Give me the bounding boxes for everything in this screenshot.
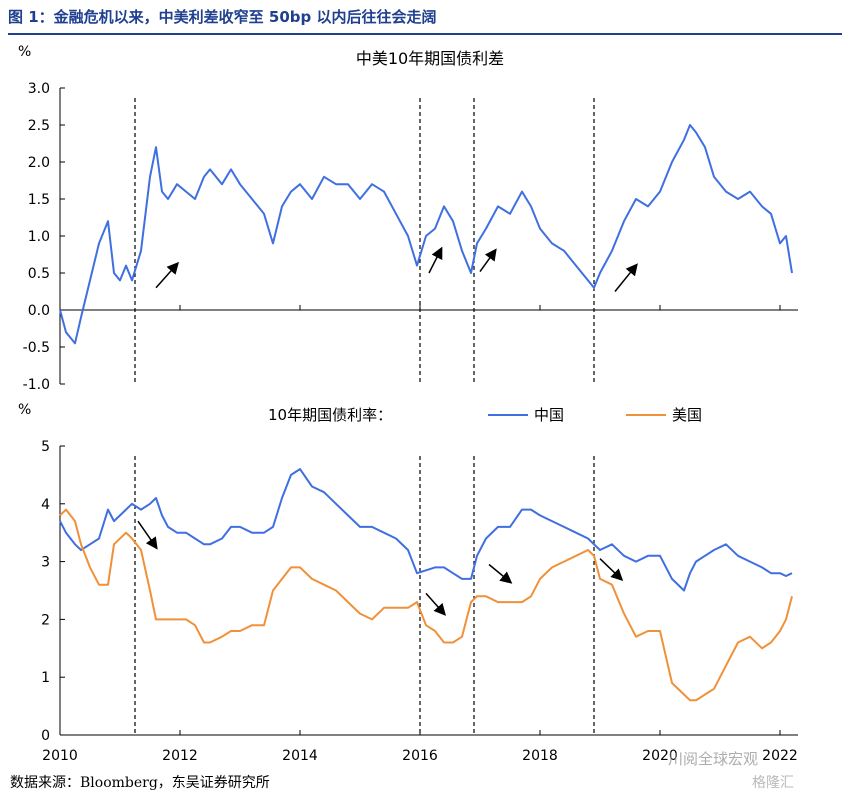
x-tick-label: 2018 [522, 748, 558, 764]
chart-title: 10年期国债利率： [268, 406, 392, 424]
y-tick-label: 0.5 [28, 266, 50, 282]
y-tick-label: 2.5 [28, 118, 50, 134]
y-tick-label: 5 [41, 439, 50, 455]
y-tick-label: 0 [41, 728, 50, 744]
trend-arrow [479, 248, 497, 272]
x-tick-label: 2014 [282, 748, 318, 764]
x-tick-label: 2020 [642, 748, 678, 764]
series-line-spread [59, 124, 793, 345]
trend-arrow [425, 592, 446, 616]
series-line-usa [59, 508, 793, 702]
trend-arrow [599, 558, 624, 582]
y-unit-label: % [18, 402, 31, 418]
trend-arrow [428, 246, 443, 274]
x-tick-label: 2012 [162, 748, 198, 764]
y-tick-label: -0.5 [23, 340, 50, 356]
y-tick-label: 1 [41, 670, 50, 686]
y-tick-label: 3.0 [28, 81, 50, 97]
y-tick-label: 4 [41, 497, 50, 513]
legend-label-china: 中国 [534, 406, 564, 424]
source-note: 数据来源：Bloomberg，东吴证券研究所 [10, 775, 270, 791]
y-tick-label: -1.0 [23, 377, 50, 393]
trend-arrow [614, 263, 638, 292]
trend-arrow [488, 563, 513, 584]
y-tick-label: 1.5 [28, 192, 50, 208]
watermark-text: 川阅全球宏观 [668, 750, 759, 768]
y-unit-label: % [18, 44, 31, 60]
legend-label-usa: 美国 [672, 406, 702, 424]
y-tick-label: 1.0 [28, 229, 50, 245]
figure-title: 图 1：金融危机以来，中美利差收窄至 50bp 以内后往往会走阔 [8, 8, 437, 26]
x-tick-label: 2022 [762, 748, 798, 764]
x-tick-label: 2016 [402, 748, 438, 764]
trend-arrow [137, 520, 158, 550]
chart-title: 中美10年期国债利差 [356, 49, 504, 68]
watermark-text-2: 格隆汇 [752, 775, 794, 791]
series-line-china [59, 468, 793, 592]
y-tick-label: 2.0 [28, 155, 50, 171]
y-tick-label: 3 [41, 555, 50, 571]
y-tick-label: 2 [41, 612, 50, 628]
y-tick-label: 0.0 [28, 303, 50, 319]
x-tick-label: 2010 [42, 748, 78, 764]
title-rule [8, 33, 842, 35]
trend-arrow [155, 261, 179, 289]
